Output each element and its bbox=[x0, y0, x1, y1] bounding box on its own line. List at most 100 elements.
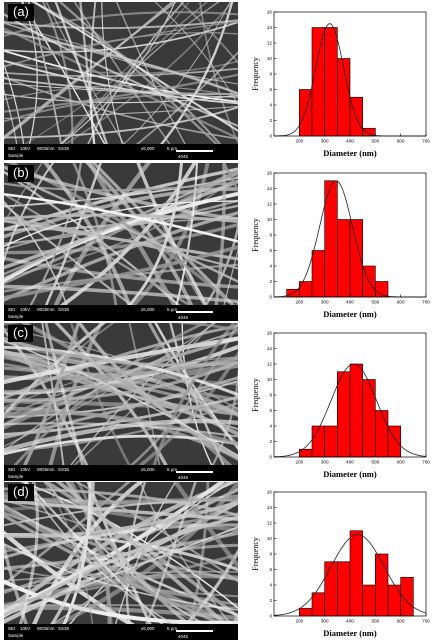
x-tick-label: 500 bbox=[371, 460, 379, 465]
x-axis-label: Diameter (nm) bbox=[323, 148, 377, 158]
sem-info-bar: SEI 10kV WD8mm SS35 x5,000 5 μm Sample 4… bbox=[4, 465, 238, 481]
histogram-bar bbox=[311, 592, 325, 617]
code-text: 4046 bbox=[178, 154, 189, 159]
y-tick-label: 12 bbox=[267, 41, 273, 46]
histogram-chart: 200 300 400 500 600 700 0 2 4 6 8 10 12 14 16 Diameter … bbox=[251, 171, 430, 319]
y-tick-label: 8 bbox=[269, 72, 272, 77]
histogram-chart: 200 300 400 500 600 700 0 2 4 6 8 10 12 14 16 Diameter … bbox=[251, 490, 430, 638]
y-tick-label: 2 bbox=[269, 598, 272, 603]
y-tick-label: 0 bbox=[269, 295, 272, 300]
fiber-texture bbox=[4, 323, 238, 481]
figure-panel-a: (a) SEI 10kV WD8mm SS35 x5,000 5 μm Samp… bbox=[0, 2, 438, 162]
histogram-bar bbox=[375, 410, 389, 458]
x-tick-label: 200 bbox=[295, 460, 303, 465]
fit-curve bbox=[273, 534, 427, 616]
y-axis-label: Frequency bbox=[251, 378, 260, 412]
y-tick-label: 6 bbox=[269, 87, 272, 92]
y-tick-label: 6 bbox=[269, 567, 272, 572]
spot-text: SS35 bbox=[58, 146, 70, 151]
x-tick-label: 200 bbox=[295, 619, 303, 624]
x-axis-label: Diameter (nm) bbox=[323, 628, 377, 638]
spot-text: SS35 bbox=[58, 467, 70, 472]
y-tick-label: 14 bbox=[267, 25, 273, 30]
figure-panel-b: (b) SEI 10kV WD8mm SS35 x5,000 5 μm Samp… bbox=[0, 163, 438, 323]
x-tick-label: 500 bbox=[371, 619, 379, 624]
x-tick-label: 700 bbox=[422, 139, 430, 144]
y-tick-label: 14 bbox=[267, 346, 273, 351]
scale-bar bbox=[176, 311, 213, 313]
histogram-bar bbox=[324, 27, 338, 137]
histogram-bar bbox=[311, 425, 325, 458]
fiber-texture bbox=[4, 2, 238, 160]
scale-text: 5 μm bbox=[167, 626, 178, 631]
sample-text: Sample bbox=[8, 153, 24, 158]
sem-micrograph: (b) SEI 10kV WD8mm SS35 x5,000 5 μm Samp… bbox=[4, 163, 238, 321]
histogram-bar bbox=[337, 219, 351, 298]
x-tick-label: 400 bbox=[346, 300, 354, 305]
y-tick-label: 16 bbox=[267, 490, 273, 495]
histogram-bar bbox=[362, 379, 376, 458]
y-tick-label: 4 bbox=[269, 103, 272, 108]
x-axis-label: Diameter (nm) bbox=[323, 469, 377, 479]
wd-text: WD8mm bbox=[37, 307, 55, 312]
y-tick-label: 0 bbox=[269, 134, 272, 139]
sem-micrograph: (c) SEI 10kV WD8mm SS35 x5,000 5 μm Samp… bbox=[4, 323, 238, 481]
y-axis-label: Frequency bbox=[251, 218, 260, 252]
histogram-bar bbox=[324, 425, 338, 458]
histogram-bar bbox=[387, 584, 401, 617]
x-tick-label: 500 bbox=[371, 300, 379, 305]
fiber-texture bbox=[4, 163, 238, 321]
fit-curve bbox=[274, 363, 427, 458]
detector-text: SEI bbox=[8, 467, 16, 472]
histogram-bar bbox=[349, 363, 363, 458]
panel-label: (d) bbox=[8, 484, 34, 501]
scale-text: 5 μm bbox=[167, 467, 178, 472]
detector-text: SEI bbox=[8, 626, 16, 631]
wd-text: WD8mm bbox=[37, 626, 55, 631]
y-tick-label: 12 bbox=[267, 362, 273, 367]
y-tick-label: 14 bbox=[267, 505, 273, 510]
mag-text: x5,000 bbox=[141, 146, 155, 151]
voltage-text: 10kV bbox=[20, 307, 31, 312]
detector-text: SEI bbox=[8, 307, 16, 312]
x-tick-label: 300 bbox=[321, 460, 329, 465]
spot-text: SS35 bbox=[58, 307, 70, 312]
histogram-bar bbox=[311, 27, 325, 137]
figure-panel-c: (c) SEI 10kV WD8mm SS35 x5,000 5 μm Samp… bbox=[0, 323, 438, 483]
sample-text: Sample bbox=[8, 314, 24, 319]
histogram-bar bbox=[337, 561, 351, 617]
sem-info-bar: SEI 10kV WD8mm SS35 x5,000 5 μm Sample 4… bbox=[4, 624, 238, 640]
y-tick-label: 0 bbox=[269, 455, 272, 460]
y-tick-label: 16 bbox=[267, 10, 273, 15]
histogram-bar bbox=[337, 371, 351, 458]
y-tick-label: 10 bbox=[267, 217, 273, 222]
wd-text: WD8mm bbox=[37, 467, 55, 472]
scale-bar bbox=[176, 630, 213, 632]
voltage-text: 10kV bbox=[20, 146, 31, 151]
x-tick-label: 700 bbox=[422, 300, 430, 305]
histogram-chart: 200 300 400 500 600 700 0 2 4 6 8 10 12 14 16 Diameter … bbox=[251, 331, 430, 479]
y-tick-label: 2 bbox=[269, 279, 272, 284]
x-tick-label: 700 bbox=[422, 460, 430, 465]
y-axis-label: Frequency bbox=[251, 57, 260, 91]
histogram-bar bbox=[349, 530, 363, 617]
y-tick-label: 0 bbox=[269, 614, 272, 619]
y-tick-label: 2 bbox=[269, 118, 272, 123]
code-text: 4046 bbox=[178, 634, 189, 639]
sem-info-bar: SEI 10kV WD8mm SS35 x5,000 5 μm Sample 4… bbox=[4, 305, 238, 321]
fiber-texture bbox=[4, 482, 238, 640]
spot-text: SS35 bbox=[58, 626, 70, 631]
y-tick-label: 12 bbox=[267, 521, 273, 526]
y-tick-label: 16 bbox=[267, 171, 273, 176]
y-tick-label: 8 bbox=[269, 233, 272, 238]
code-text: 4046 bbox=[178, 315, 189, 320]
x-tick-label: 600 bbox=[397, 460, 405, 465]
x-tick-label: 600 bbox=[397, 139, 405, 144]
y-axis-label: Frequency bbox=[251, 537, 260, 571]
sem-info-bar: SEI 10kV WD8mm SS35 x5,000 5 μm Sample 4… bbox=[4, 144, 238, 160]
wd-text: WD8mm bbox=[37, 146, 55, 151]
y-tick-label: 4 bbox=[269, 583, 272, 588]
histogram-chart: 200 300 400 500 600 700 0 2 4 6 8 10 12 14 16 Diameter … bbox=[251, 10, 430, 158]
mag-text: x5,000 bbox=[141, 626, 155, 631]
y-tick-label: 14 bbox=[267, 186, 273, 191]
